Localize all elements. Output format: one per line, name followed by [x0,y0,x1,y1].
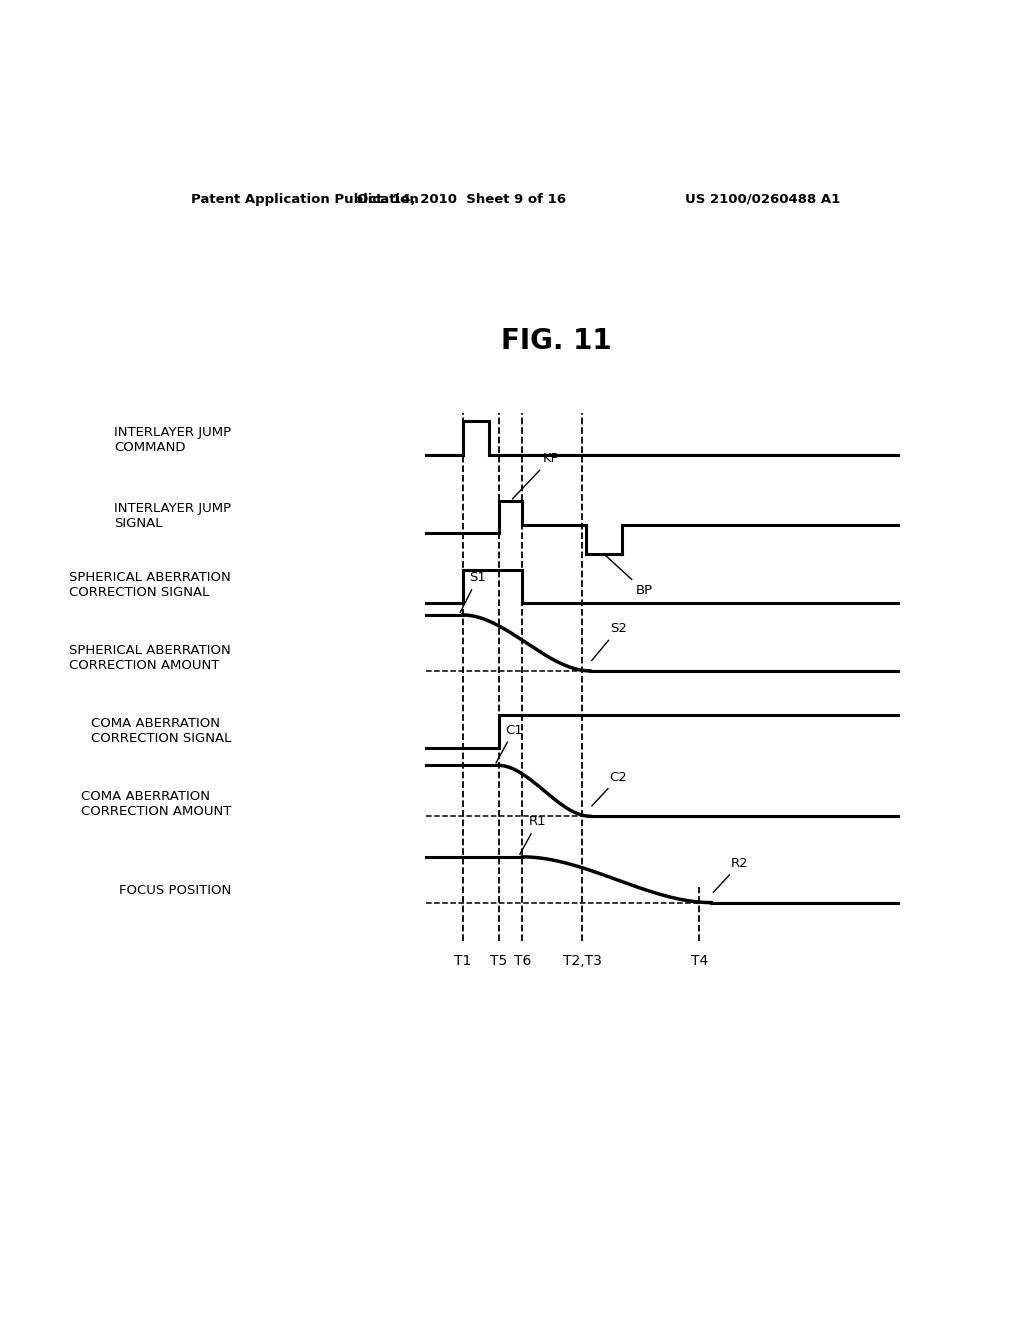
Text: S2: S2 [592,622,627,660]
Text: SPHERICAL ABERRATION
CORRECTION AMOUNT: SPHERICAL ABERRATION CORRECTION AMOUNT [70,644,231,672]
Text: Patent Application Publication: Patent Application Publication [191,193,419,206]
Text: SPHERICAL ABERRATION
CORRECTION SIGNAL: SPHERICAL ABERRATION CORRECTION SIGNAL [70,572,231,599]
Text: R1: R1 [520,816,547,854]
Text: T6: T6 [514,954,531,969]
Text: Oct. 14, 2010  Sheet 9 of 16: Oct. 14, 2010 Sheet 9 of 16 [356,193,566,206]
Text: T5: T5 [490,954,507,969]
Text: BP: BP [606,556,652,597]
Text: S1: S1 [460,572,486,612]
Text: INTERLAYER JUMP
COMMAND: INTERLAYER JUMP COMMAND [114,426,231,454]
Text: US 2100/0260488 A1: US 2100/0260488 A1 [685,193,841,206]
Text: R2: R2 [713,857,749,892]
Text: T2,T3: T2,T3 [562,954,601,969]
Text: FOCUS POSITION: FOCUS POSITION [119,883,231,896]
Text: FIG. 11: FIG. 11 [501,327,612,355]
Text: C1: C1 [496,723,522,763]
Text: C2: C2 [592,771,628,807]
Text: COMA ABERRATION
CORRECTION SIGNAL: COMA ABERRATION CORRECTION SIGNAL [91,717,231,744]
Text: INTERLAYER JUMP
SIGNAL: INTERLAYER JUMP SIGNAL [114,502,231,531]
Text: T1: T1 [455,954,472,969]
Text: COMA ABERRATION
CORRECTION AMOUNT: COMA ABERRATION CORRECTION AMOUNT [81,789,231,818]
Text: KP: KP [512,453,559,499]
Text: T4: T4 [691,954,708,969]
